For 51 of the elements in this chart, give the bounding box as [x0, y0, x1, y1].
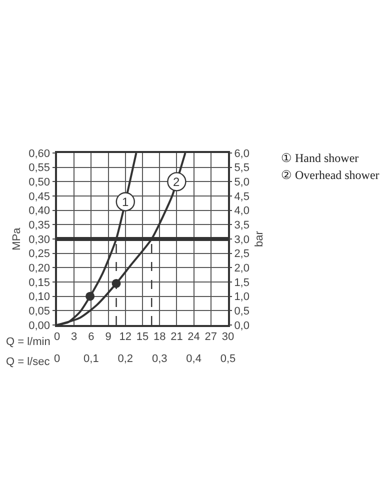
x-tick-label: 9	[105, 330, 112, 343]
x-tick-label: 27	[204, 330, 218, 343]
x2-tick-label: 0,4	[186, 352, 202, 365]
y-tick-label: 0,60	[28, 148, 50, 160]
y-tick-label: 0,30	[28, 234, 50, 246]
y-tick-label: 0,05	[28, 306, 50, 318]
y2-tick-label: 1,5	[234, 276, 250, 289]
y2-tick-label: 6,0	[234, 148, 250, 160]
x-tick-label: 24	[188, 330, 200, 343]
x2-tick-label: 0,5	[220, 352, 236, 365]
x-tick-label: 3	[71, 330, 78, 343]
y2-axis-title: bar	[254, 230, 266, 247]
y2-tick-label: 2,0	[234, 262, 250, 275]
text: ② Overhead shower	[281, 168, 380, 182]
x-tick-label: 21	[170, 330, 183, 343]
x-axis-title: Q = l/min	[6, 336, 50, 348]
y2-tick-label: 3,0	[234, 234, 250, 246]
y-axis-title: MPa	[10, 226, 23, 250]
x2-axis-title: Q = l/sec	[6, 356, 50, 368]
x-tick-label: 6	[88, 330, 94, 343]
y-tick-label: 0,25	[28, 248, 50, 260]
y-tick-label: 0,20	[28, 262, 50, 275]
x2-tick-label: 0,1	[84, 352, 99, 365]
text: ① Hand shower	[281, 151, 359, 165]
x-tick-label: 18	[153, 330, 166, 343]
y2-tick-label: 3,5	[234, 220, 250, 232]
y-tick-label: 0,35	[28, 220, 50, 232]
x-tick-label: 15	[136, 330, 149, 343]
y2-tick-label: 4,5	[234, 190, 250, 203]
y2-tick-label: 5,5	[234, 162, 250, 174]
y-tick-label: 0,55	[28, 162, 50, 174]
y-tick-label: 0,45	[28, 190, 50, 203]
y-tick-label: 0,00	[28, 320, 50, 332]
x2-tick-label: 0,2	[118, 352, 134, 365]
y2-tick-label: 1,0	[234, 291, 250, 304]
y2-tick-label: 4,0	[234, 205, 250, 218]
series-label: 2	[173, 175, 180, 189]
y-tick-label: 0,15	[28, 276, 50, 289]
y-tick-label: 0,50	[28, 176, 50, 189]
y2-tick-label: 0,0	[234, 320, 250, 332]
series-label: 1	[122, 195, 129, 209]
y2-tick-label: 5,0	[234, 176, 250, 189]
y2-tick-label: 0,5	[234, 306, 250, 318]
x-tick-label: 0	[54, 330, 60, 343]
y-tick-label: 0,40	[28, 205, 50, 218]
x2-tick-label: 0	[54, 352, 60, 365]
x-tick-label: 12	[119, 330, 132, 343]
y2-tick-label: 2,5	[234, 248, 250, 260]
x-tick-label: 30	[222, 330, 234, 343]
x2-tick-label: 0,3	[152, 352, 168, 365]
y-tick-label: 0,10	[28, 291, 50, 304]
